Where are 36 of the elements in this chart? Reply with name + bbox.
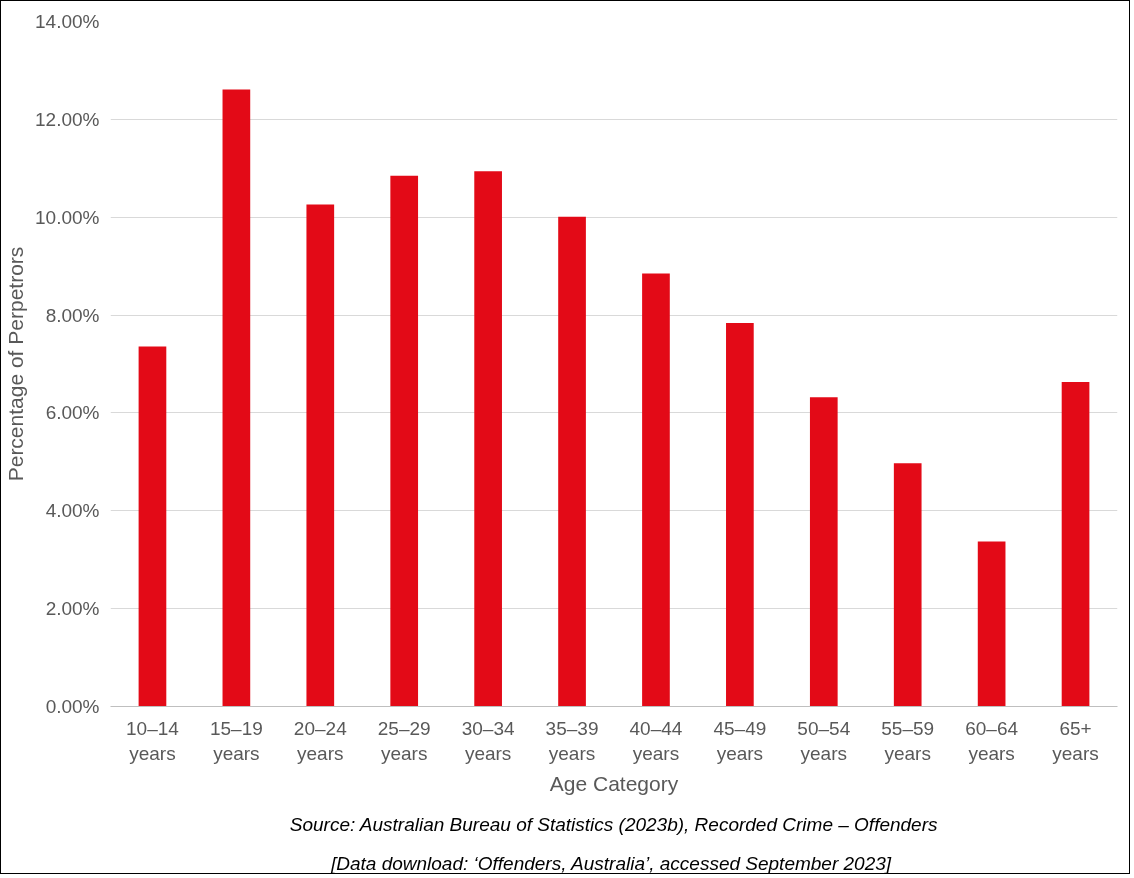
x-tick-label: 20–24 years: [293, 717, 348, 764]
bar: [306, 204, 335, 707]
bar: [893, 463, 922, 707]
y-tick-label: 2.00%: [45, 598, 100, 620]
x-tick-label: 15–19 years: [209, 717, 263, 764]
y-tick-label: 6.00%: [45, 402, 100, 424]
y-tick-label: 8.00%: [45, 304, 100, 326]
x-axis-title: Age Category: [549, 771, 679, 795]
x-tick-label: 30–34 years: [461, 717, 515, 764]
x-tick-label: 50–54 years: [797, 717, 851, 764]
x-tick-label: 10–14 years: [126, 717, 180, 764]
x-tick-label: 40–44 years: [629, 717, 683, 764]
y-tick-label: 4.00%: [45, 500, 100, 522]
x-tick-label: 65+ years: [1052, 717, 1099, 764]
x-tick-label: 60–64 years: [965, 717, 1019, 764]
bar: [222, 89, 251, 707]
bar: [726, 322, 754, 707]
bar: [809, 397, 838, 707]
text: [Data download: ‘Offenders, Australia’, accessed September 2023]: [329, 852, 892, 874]
x-tick-label: 35–39 years: [545, 717, 599, 764]
x-tick-label: 55–59 years: [881, 717, 935, 764]
y-tick-label: 10.00%: [35, 206, 100, 228]
y-tick-label: 12.00%: [35, 108, 100, 130]
bar: [642, 273, 670, 707]
y-tick-label: 0.00%: [45, 696, 100, 717]
bar: [1061, 382, 1090, 707]
bar: [558, 216, 586, 707]
bar: [138, 346, 167, 707]
bar: [474, 171, 502, 707]
x-tick-label: 25–29 years: [377, 717, 431, 764]
y-axis-title: Percentage of Perpetrors: [4, 246, 28, 482]
y-tick-label: 14.00%: [35, 11, 100, 32]
x-tick-label: 45–49 years: [713, 717, 767, 764]
bar: [390, 175, 419, 707]
source-note: Source: Australian Bureau of Statistics (2023b), Recorded Crime – Offenders: [289, 813, 939, 835]
bar: [977, 541, 1006, 707]
